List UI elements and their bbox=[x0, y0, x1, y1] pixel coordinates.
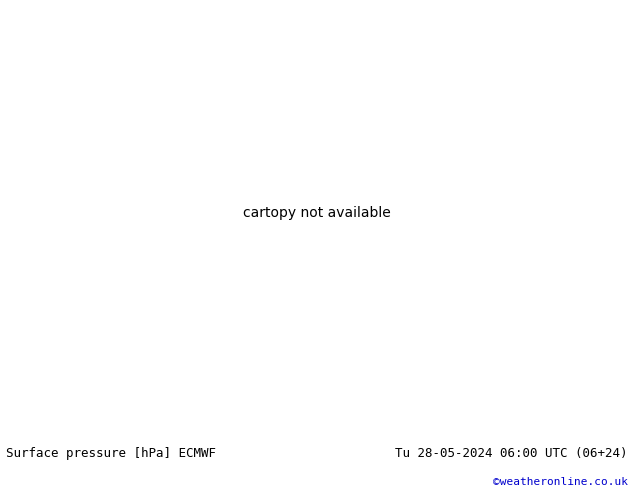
Text: Surface pressure [hPa] ECMWF: Surface pressure [hPa] ECMWF bbox=[6, 447, 216, 460]
Text: ©weatheronline.co.uk: ©weatheronline.co.uk bbox=[493, 477, 628, 487]
Text: cartopy not available: cartopy not available bbox=[243, 206, 391, 220]
Text: Tu 28-05-2024 06:00 UTC (06+24): Tu 28-05-2024 06:00 UTC (06+24) bbox=[395, 447, 628, 460]
